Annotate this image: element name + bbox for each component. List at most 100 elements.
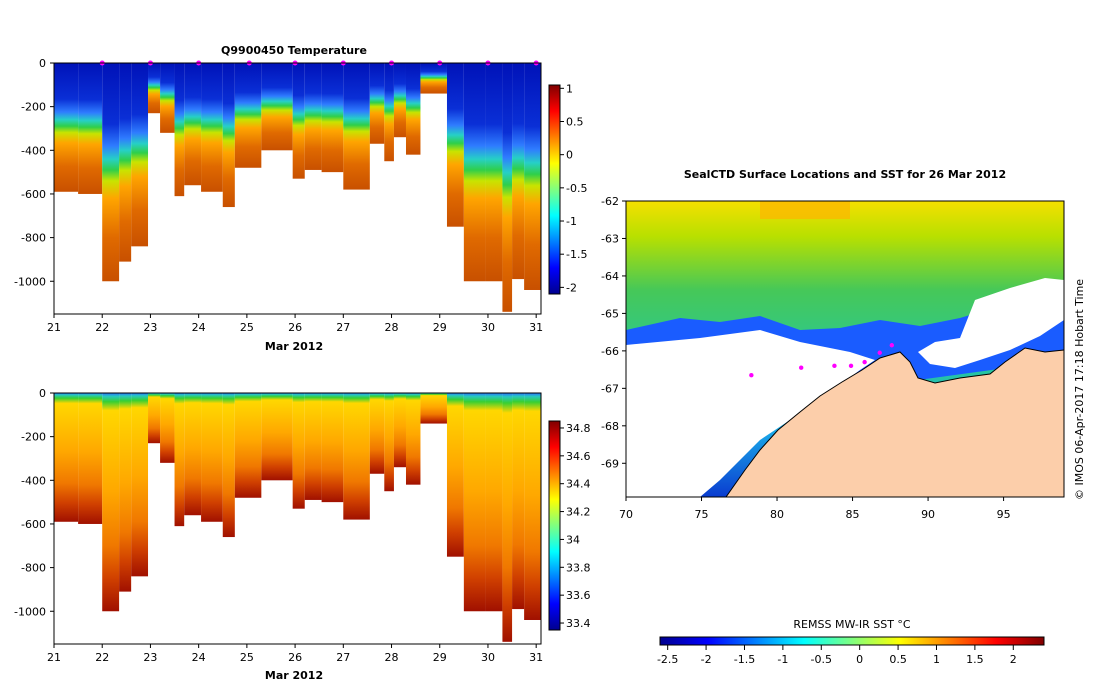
x-tick-label: 24 — [192, 651, 206, 664]
profile-column — [222, 63, 235, 208]
lat-tick-label: -64 — [601, 270, 619, 283]
lat-tick-label: -67 — [601, 382, 619, 395]
profile-column — [160, 393, 175, 463]
profile-column — [148, 393, 161, 444]
profile-column — [292, 393, 305, 509]
profile-column — [369, 393, 385, 474]
profile-column — [446, 63, 464, 227]
y-tick-label: -800 — [21, 232, 46, 245]
sst-colorbar-tick-label: 1 — [933, 653, 940, 666]
profile-column — [405, 393, 421, 485]
sea-ice-east — [918, 278, 1064, 368]
sst-colorbar-label: REMSS MW-IR SST °C — [793, 618, 911, 631]
map-title: SealCTD Surface Locations and SST for 26… — [684, 168, 1006, 181]
profile-column — [292, 63, 305, 179]
profile-column — [304, 63, 322, 170]
x-tick-label: 25 — [240, 651, 254, 664]
seal-location — [832, 363, 837, 369]
sst-warm-patch — [760, 201, 850, 219]
temperature-section-chart: Q9900450 Temperature 0 -200 -400 -600 -800 -1… — [14, 44, 587, 353]
profile-column — [463, 63, 486, 282]
x-tick-label: 22 — [95, 321, 109, 334]
profile-column — [174, 393, 185, 527]
y-tick-label: -600 — [21, 188, 46, 201]
x-tick-label: 26 — [288, 321, 302, 334]
salinity-section-chart: 0-200-400-600-800-1000 21 22 23 24 25 26 27 28 2… — [14, 387, 590, 682]
y-tick-label: -400 — [21, 474, 46, 487]
x-tick-label: 31 — [529, 651, 543, 664]
x-tick-label: 30 — [481, 321, 495, 334]
profile-column — [201, 63, 223, 192]
lat-tick-label: -69 — [601, 457, 619, 470]
profile-column — [160, 63, 175, 133]
sst-colorbar — [659, 636, 1045, 646]
profile-column — [420, 393, 447, 424]
sst-colorbar-tick-label: -2.5 — [657, 653, 678, 666]
profile-column — [405, 63, 421, 155]
profile-column — [148, 63, 161, 114]
lon-tick-label: 95 — [997, 508, 1011, 521]
x-tick-label: 21 — [47, 651, 61, 664]
antarctic-land — [726, 348, 1064, 497]
profile-column — [184, 63, 202, 186]
sst-colorbar-tick-label: -2 — [701, 653, 712, 666]
temperature-chart-title: Q9900450 Temperature — [221, 44, 367, 57]
x-tick-label: 23 — [143, 651, 157, 664]
profile-column — [502, 393, 513, 642]
salinity-y-axis: 0 -200 -400 -600 -800 -1000 — [14, 387, 54, 618]
profile-column — [102, 63, 120, 282]
profile-column — [512, 393, 525, 610]
colorbar-tick-label: -1.5 — [566, 248, 587, 261]
salinity-colorbar — [548, 420, 561, 631]
temperature-x-axis-label: Mar 2012 — [265, 340, 323, 353]
colorbar-tick-label: 34.6 — [566, 450, 591, 463]
x-tick-label: 27 — [336, 321, 350, 334]
x-tick-label: 31 — [529, 321, 543, 334]
temperature-colorbar-ticks: 1 0.5 0 -0.5 -1 -1.5 -2 — [560, 82, 587, 294]
lon-tick-label: 80 — [770, 508, 784, 521]
lon-tick-label: 90 — [921, 508, 935, 521]
profile-column — [321, 393, 344, 503]
sst-colorbar-tick-label: -1.5 — [734, 653, 755, 666]
x-tick-label: 25 — [240, 321, 254, 334]
temperature-plot-frame — [53, 62, 542, 315]
temperature-colorbar — [548, 84, 561, 295]
sst-colorbar-tick-label: 2 — [1010, 653, 1017, 666]
colorbar-tick-label: 34 — [566, 533, 580, 546]
profile-column — [524, 393, 541, 620]
profile-column — [321, 63, 344, 173]
sst-colorbar-tick-label: -0.5 — [811, 653, 832, 666]
profile-column — [384, 393, 394, 492]
profile-column — [102, 393, 120, 612]
seal-location — [889, 343, 895, 348]
salinity-colorbar-ticks: 34.8 34.6 34.4 34.2 34 33.8 33.6 33.4 — [560, 422, 591, 630]
profile-column — [463, 393, 486, 612]
x-tick-label: 27 — [336, 651, 350, 664]
profile-column — [131, 63, 149, 247]
sst-colorbar-tick-label: 1.5 — [966, 653, 984, 666]
profile-column — [54, 63, 79, 192]
map-frame — [625, 200, 1065, 498]
profile-column — [343, 63, 370, 190]
x-tick-label: 29 — [433, 321, 447, 334]
colorbar-tick-label: 0 — [566, 149, 573, 162]
salinity-profile-columns — [54, 393, 541, 642]
profile-column — [261, 63, 293, 151]
y-tick-label: 0 — [39, 57, 46, 70]
lon-tick-label: 75 — [695, 508, 709, 521]
lat-tick-label: -66 — [601, 345, 619, 358]
lon-tick-label: 85 — [846, 508, 860, 521]
lat-tick-label: -62 — [601, 195, 619, 208]
y-tick-label: -800 — [21, 562, 46, 575]
profile-column — [369, 63, 385, 144]
sst-colorbar-tick-label: 0 — [856, 653, 863, 666]
seal-location — [848, 363, 854, 369]
x-tick-label: 24 — [192, 321, 206, 334]
profile-column — [78, 393, 103, 524]
lat-tick-label: -65 — [601, 307, 619, 320]
colorbar-tick-label: 34.4 — [566, 478, 591, 491]
map-latitude-axis: -62 -63 -64 -65 -66 -67 -68 -69 — [601, 195, 626, 470]
seal-location — [877, 350, 882, 355]
profile-column — [222, 393, 235, 538]
profile-column — [234, 393, 262, 498]
